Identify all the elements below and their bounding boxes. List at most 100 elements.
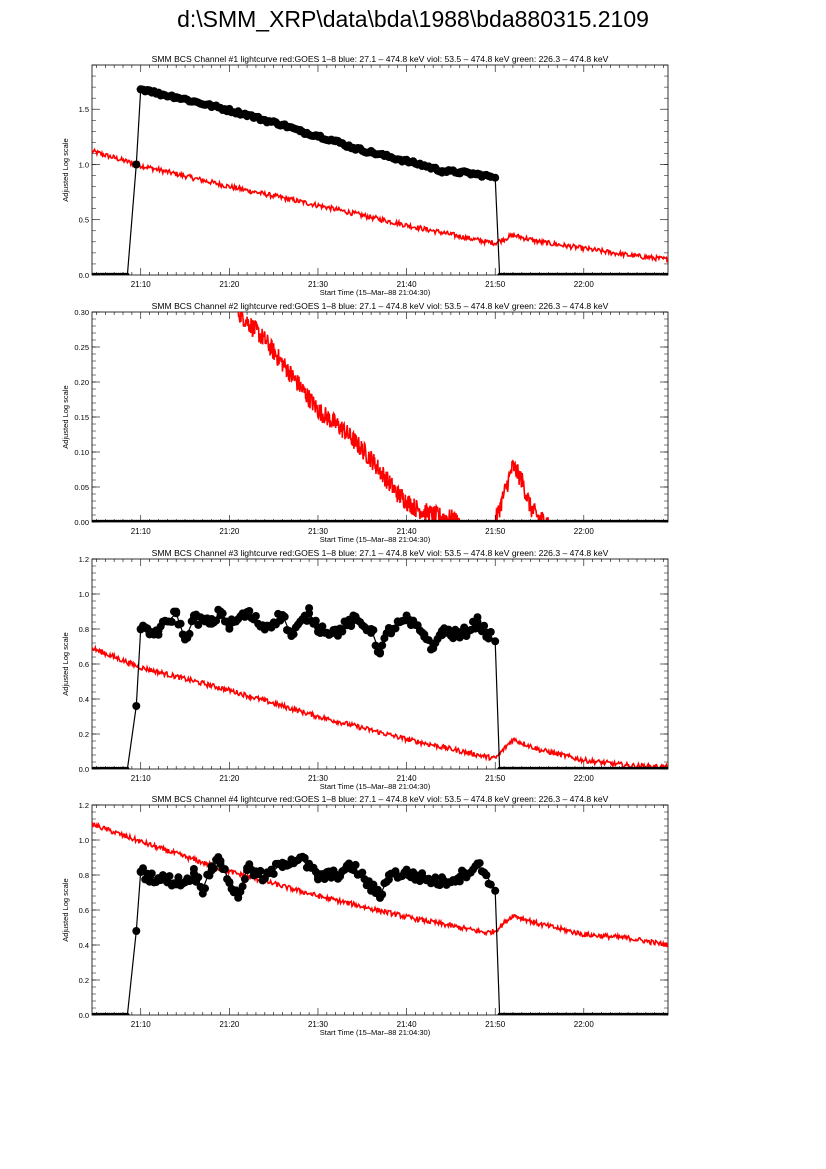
bcs-data-point [491,886,500,895]
bcs-data-point [287,632,296,640]
bcs-data-point [132,160,141,169]
plot-frame [91,311,669,523]
bcs-marker-zero [125,1012,130,1015]
bcs-data-point [243,110,252,119]
y-tick-label: 0.00 [74,518,89,527]
bcs-data-point [384,626,393,635]
bcs-marker [256,866,265,875]
goes-series-line [237,312,550,522]
chart-panel-2: SMM BCS Channel #2 lightcurve red:GOES 1… [61,301,669,544]
bcs-data-point [136,867,145,876]
bcs-marker [194,620,203,629]
y-tick-label: 1.2 [79,801,89,810]
y-tick-label: 0.15 [74,413,89,422]
bcs-data-point [172,93,181,102]
bcs-data-point [296,127,305,136]
x-axis-label: Start Time (15–Mar–88 21:04:30) [320,1028,431,1037]
x-tick-label: 21:30 [308,527,329,536]
bcs-data-point [296,853,305,862]
y-tick-label: 0.20 [74,378,89,387]
bcs-data-point [260,116,269,125]
bcs-data-point [278,120,287,129]
bcs-data-point [384,152,393,161]
x-tick-label: 21:50 [485,527,506,536]
plot-frame [91,558,669,770]
x-tick-label: 21:10 [131,527,152,536]
bcs-data-point [367,625,376,633]
bcs-marker [320,875,329,883]
x-tick-label: 21:20 [219,1020,240,1029]
bcs-data-point [154,89,163,98]
x-tick-label: 21:20 [219,774,240,783]
bcs-marker [358,868,367,877]
bcs-data-point [207,619,216,628]
bcs-data-point [225,878,234,886]
bcs-data-point [473,170,482,179]
y-axis-label: Adjusted Log scale [61,138,70,201]
bcs-data-point [189,869,198,878]
bcs-data-point [376,892,384,900]
y-tick-label: 1.0 [79,590,89,599]
x-axis-label: Start Time (15–Mar–88 21:04:30) [320,288,431,297]
bcs-marker [185,629,194,638]
bcs-data-point [482,871,491,879]
bcs-data-point [420,630,429,639]
x-tick-label: 21:20 [219,527,240,536]
bcs-data-point [260,623,269,632]
goes-series-line [92,644,668,769]
y-tick-label: 0.0 [79,1011,89,1020]
bcs-data-point [132,702,141,710]
y-axis-label: Adjusted Log scale [61,632,70,695]
x-tick-label: 21:30 [308,774,329,783]
bcs-marker [311,616,320,625]
goes-series-line [92,147,668,263]
x-tick-label: 22:00 [574,1020,595,1029]
bcs-data-point [243,864,252,872]
bcs-data-point [491,173,500,182]
x-tick-label: 21:50 [485,1020,506,1029]
bcs-data-point [189,97,198,106]
bcs-marker [391,624,400,633]
y-tick-label: 0.0 [79,765,89,774]
y-tick-label: 0.10 [74,448,89,457]
y-tick-label: 0.6 [79,660,89,669]
bcs-data-point [225,621,234,630]
bcs-marker-zero [665,766,668,769]
chart-title: SMM BCS Channel #4 lightcurve red:GOES 1… [152,794,609,804]
y-tick-label: 0.2 [79,730,89,739]
bcs-data-point [438,878,446,886]
bcs-series-line [92,610,668,769]
bcs-marker [484,634,493,643]
x-axis-label: Start Time (15–Mar–88 21:04:30) [320,535,431,544]
bcs-data-point [172,609,181,618]
x-tick-label: 22:00 [574,527,595,536]
bcs-data-point [384,871,393,879]
x-tick-label: 21:40 [397,280,418,289]
bcs-marker [220,865,229,874]
bcs-data-point [376,649,384,658]
bcs-data-point [349,862,358,871]
x-tick-label: 21:50 [485,774,506,783]
chart-title: SMM BCS Channel #2 lightcurve red:GOES 1… [152,301,609,311]
page-title: d:\SMM_XRP\data\bda\1988\bda880315.2109 [177,6,649,32]
y-tick-label: 1.0 [79,160,89,169]
bcs-data-point [181,878,189,886]
x-tick-label: 21:40 [397,1020,418,1029]
bcs-data-point [473,860,482,869]
bcs-data-point [189,614,198,623]
bcs-marker [486,880,495,889]
bcs-data-point [314,131,322,140]
y-tick-label: 1.5 [79,105,89,114]
bcs-data-point [349,616,358,625]
bcs-marker [338,627,347,636]
bcs-data-point [154,626,163,635]
y-tick-label: 0.2 [79,976,89,985]
bcs-data-point [198,885,207,893]
bcs-marker-zero [665,519,668,522]
bcs-data-point [438,626,446,635]
bcs-data-point [207,101,216,110]
bcs-data-point [260,874,269,883]
bcs-data-point [243,609,252,618]
bcs-marker [480,621,489,630]
bcs-marker-zero [125,766,130,769]
